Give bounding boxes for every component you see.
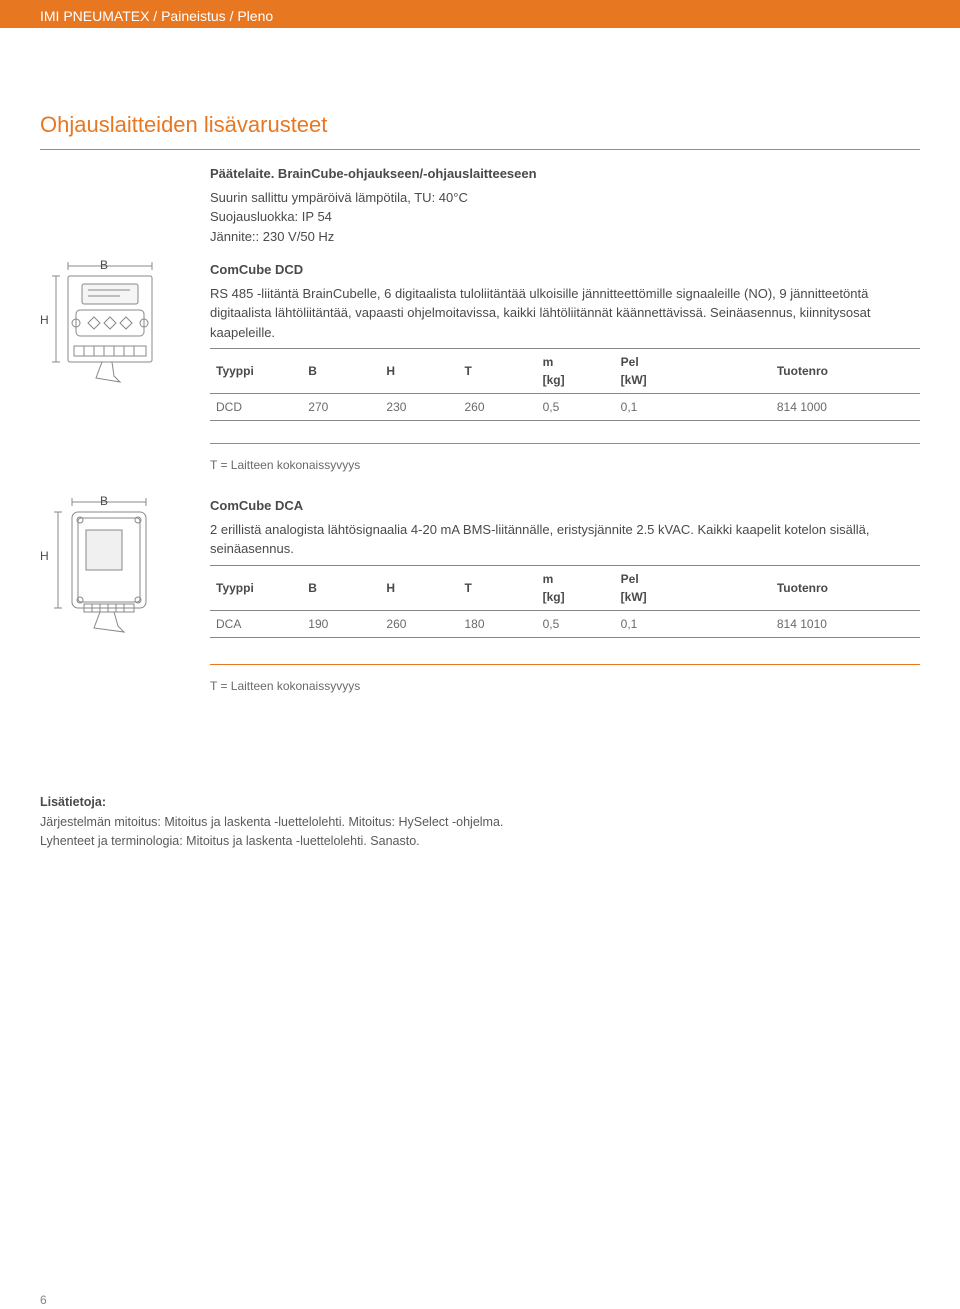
table-header: H [380,349,458,394]
table-row: DCA1902601800,50,1814 1010 [210,610,920,637]
divider [210,443,920,444]
dim-label-h: H [40,547,49,565]
table-header: Tuotenro [771,565,920,610]
info-line1: Järjestelmän mitoitus: Mitoitus ja laske… [40,813,920,832]
table-header: B [302,349,380,394]
dcd-diagram-svg [40,256,170,396]
page-number: 6 [0,1291,960,1309]
table-cell: 814 1010 [771,610,920,637]
table-header: m[kg] [537,349,615,394]
intro-line2: Suojausluokka: IP 54 [210,207,920,227]
table-header: H [380,565,458,610]
table-header: Tyyppi [210,565,302,610]
dca-diagram-svg [40,492,170,642]
info-title: Lisätietoja: [40,793,920,812]
info-block: Lisätietoja: Järjestelmän mitoitus: Mito… [40,793,920,851]
dca-desc: 2 erillistä analogista lähtösignaalia 4-… [210,520,920,559]
table-cell: 270 [302,394,380,421]
section-title: Ohjauslaitteiden lisävarusteet [40,108,920,141]
table-cell: 0,1 [615,610,771,637]
table-header: Tyyppi [210,349,302,394]
table-header: T [458,349,536,394]
table-header: Pel[kW] [615,349,771,394]
dim-label-b: B [100,256,108,274]
dim-label-h: H [40,311,49,329]
page-content: Ohjauslaitteiden lisävarusteet Päätelait… [0,28,960,871]
table-header: m[kg] [537,565,615,610]
dca-diagram: B H [40,492,180,648]
table-header: Pel[kW] [615,565,771,610]
dcd-desc: RS 485 -liitäntä BrainCubelle, 6 digitaa… [210,284,920,343]
table-cell: DCA [210,610,302,637]
dca-title: ComCube DCA [210,496,920,516]
table-cell: DCD [210,394,302,421]
dca-table: TyyppiBHTm[kg]Pel[kW]TuotenroDCA19026018… [210,565,920,638]
dcd-diagram: B H [40,256,180,402]
table-cell: 230 [380,394,458,421]
breadcrumb-text: IMI PNEUMATEX / Paineistus / Pleno [40,8,273,24]
intro-line3: Jännite:: 230 V/50 Hz [210,227,920,247]
table-header: B [302,565,380,610]
table-cell: 260 [380,610,458,637]
intro-block: Päätelaite. BrainCube-ohjaukseen/-ohjaus… [210,160,920,246]
table-cell: 190 [302,610,380,637]
intro-title: Päätelaite. BrainCube-ohjaukseen/-ohjaus… [210,164,920,184]
header-breadcrumb: IMI PNEUMATEX / Paineistus / Pleno [0,0,960,28]
table-cell: 814 1000 [771,394,920,421]
dcd-title: ComCube DCD [210,260,920,280]
info-line2: Lyhenteet ja terminologia: Mitoitus ja l… [40,832,920,851]
table-cell: 180 [458,610,536,637]
table-header: Tuotenro [771,349,920,394]
section-divider [40,149,920,150]
table-cell: 0,1 [615,394,771,421]
dim-label-b: B [100,492,108,510]
table-row: DCD2702302600,50,1814 1000 [210,394,920,421]
table-cell: 0,5 [537,610,615,637]
divider [210,664,920,665]
intro-line1: Suurin sallittu ympäröivä lämpötila, TU:… [210,188,920,208]
table-header: T [458,565,536,610]
dcd-footnote: T = Laitteen kokonaissyvyys [210,456,920,474]
dcd-table: TyyppiBHTm[kg]Pel[kW]TuotenroDCD27023026… [210,348,920,421]
table-cell: 260 [458,394,536,421]
table-cell: 0,5 [537,394,615,421]
dca-footnote: T = Laitteen kokonaissyvyys [210,677,920,695]
